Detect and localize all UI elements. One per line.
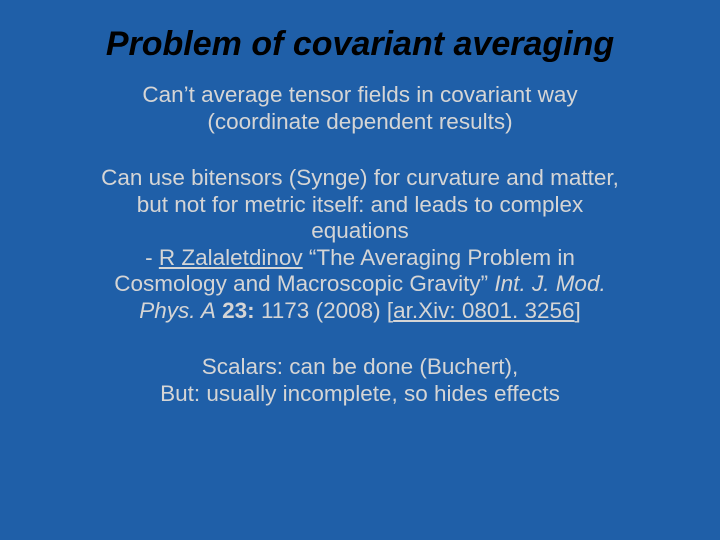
reference-author-link[interactable]: R Zalaletdinov [159,245,303,270]
p2-line1: Can use bitensors (Synge) for curvature … [101,165,619,190]
p2-ref-mid1: “The Averaging Problem in [303,245,575,270]
p1-line1: Can’t average tensor fields in covariant… [142,82,577,107]
p2-ref-dash: - [145,245,159,270]
paragraph-1: Can’t average tensor fields in covariant… [34,82,686,135]
slide-title: Problem of covariant averaging [34,24,686,64]
journal-name-1: Int. J. Mod. [494,271,605,296]
pages-year: 1173 (2008) [ [255,298,393,323]
slide: Problem of covariant averaging Can’t ave… [0,0,720,540]
p2-line3: equations [311,218,409,243]
paragraph-2: Can use bitensors (Synge) for curvature … [34,165,686,324]
bracket-close: ] [575,298,581,323]
p3-line2: But: usually incomplete, so hides effect… [160,381,560,406]
p2-line2: but not for metric itself: and leads to … [137,192,583,217]
journal-name-2: Phys. A [139,298,216,323]
paragraph-3: Scalars: can be done (Buchert), But: usu… [34,354,686,407]
p3-line1: Scalars: can be done (Buchert), [202,354,518,379]
arxiv-link[interactable]: ar.Xiv: 0801. 3256 [393,298,574,323]
volume: 23: [216,298,255,323]
p1-line2: (coordinate dependent results) [207,109,512,134]
p2-ref-mid2: Cosmology and Macroscopic Gravity” [114,271,494,296]
